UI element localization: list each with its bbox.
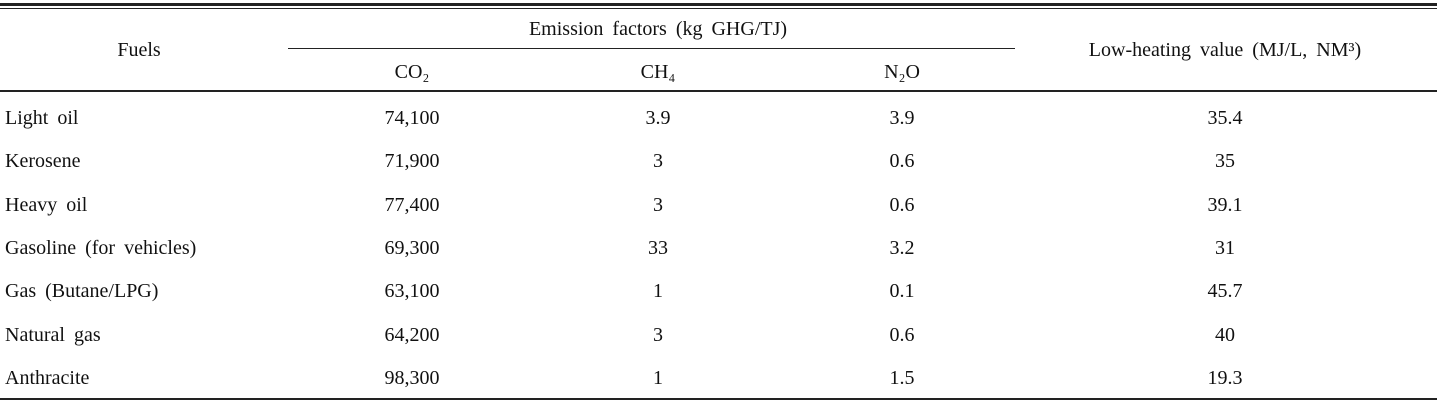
table-cell: 40	[1215, 323, 1235, 346]
row-label: Natural gas	[5, 323, 101, 346]
table-cell: 77,400	[384, 193, 440, 216]
table-cell: 3.9	[645, 107, 671, 129]
header-rule	[0, 90, 1437, 92]
table-cell: 3	[653, 150, 663, 173]
table-cell: 71,900	[384, 150, 440, 173]
table-cell: 33	[648, 236, 668, 259]
table-cell: 63,100	[384, 280, 440, 303]
table-cell: 0.6	[889, 193, 915, 216]
top-rule-thick	[0, 3, 1437, 6]
row-label: Kerosene	[5, 150, 81, 173]
table-cell: 3.2	[889, 236, 915, 259]
table-cell: 3.9	[889, 107, 915, 129]
header-group: Emission factors (kg GHG/TJ)	[528, 18, 788, 40]
row-label: Heavy oil	[5, 193, 88, 216]
table-cell: 1	[653, 280, 663, 303]
header-cell: N₂O	[884, 61, 920, 83]
row-label: Gasoline (for vehicles)	[5, 236, 197, 259]
table-cell: 3	[653, 193, 663, 216]
table-cell: 35	[1215, 150, 1235, 173]
table-cell: 45.7	[1207, 280, 1243, 303]
table-cell: 0.1	[889, 280, 915, 303]
row-label: Gas (Butane/LPG)	[5, 280, 159, 303]
table-cell: 0.6	[889, 150, 915, 173]
header-cell: CO₂	[394, 61, 430, 83]
header-cell: Low-heating value (MJ/L, NM³)	[1088, 39, 1362, 61]
group-rule	[288, 48, 1015, 49]
top-rule-thin	[0, 8, 1437, 9]
table-cell: 1	[653, 366, 663, 389]
table-cell: 3	[653, 323, 663, 346]
table-cell: 74,100	[384, 107, 440, 129]
table-cell: 1.5	[889, 366, 915, 389]
table-cell: 69,300	[384, 236, 440, 259]
row-label: Anthracite	[5, 366, 90, 389]
table-cell: 64,200	[384, 323, 440, 346]
row-label: Light oil	[5, 107, 79, 129]
table-cell: 35.4	[1207, 107, 1243, 129]
header-cell: Fuels	[117, 39, 161, 61]
header-cell: CH₄	[640, 61, 676, 83]
table-cell: 98,300	[384, 366, 440, 389]
bottom-rule	[0, 398, 1437, 400]
table-cell: 0.6	[889, 323, 915, 346]
table-cell: 31	[1215, 236, 1235, 259]
table-cell: 39.1	[1207, 193, 1243, 216]
table-cell: 19.3	[1207, 366, 1243, 389]
